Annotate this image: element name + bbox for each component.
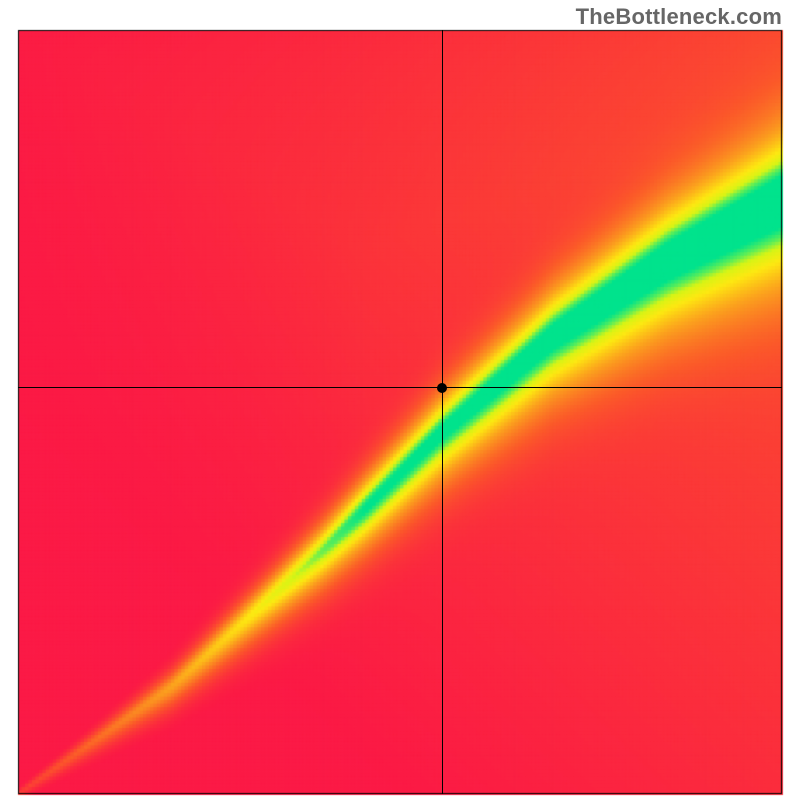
- crosshair-horizontal: [18, 387, 782, 388]
- chart-container: TheBottleneck.com: [0, 0, 800, 800]
- heatmap-canvas: [0, 0, 800, 800]
- crosshair-marker: [437, 383, 447, 393]
- crosshair-vertical: [442, 30, 443, 794]
- watermark-text: TheBottleneck.com: [576, 4, 782, 30]
